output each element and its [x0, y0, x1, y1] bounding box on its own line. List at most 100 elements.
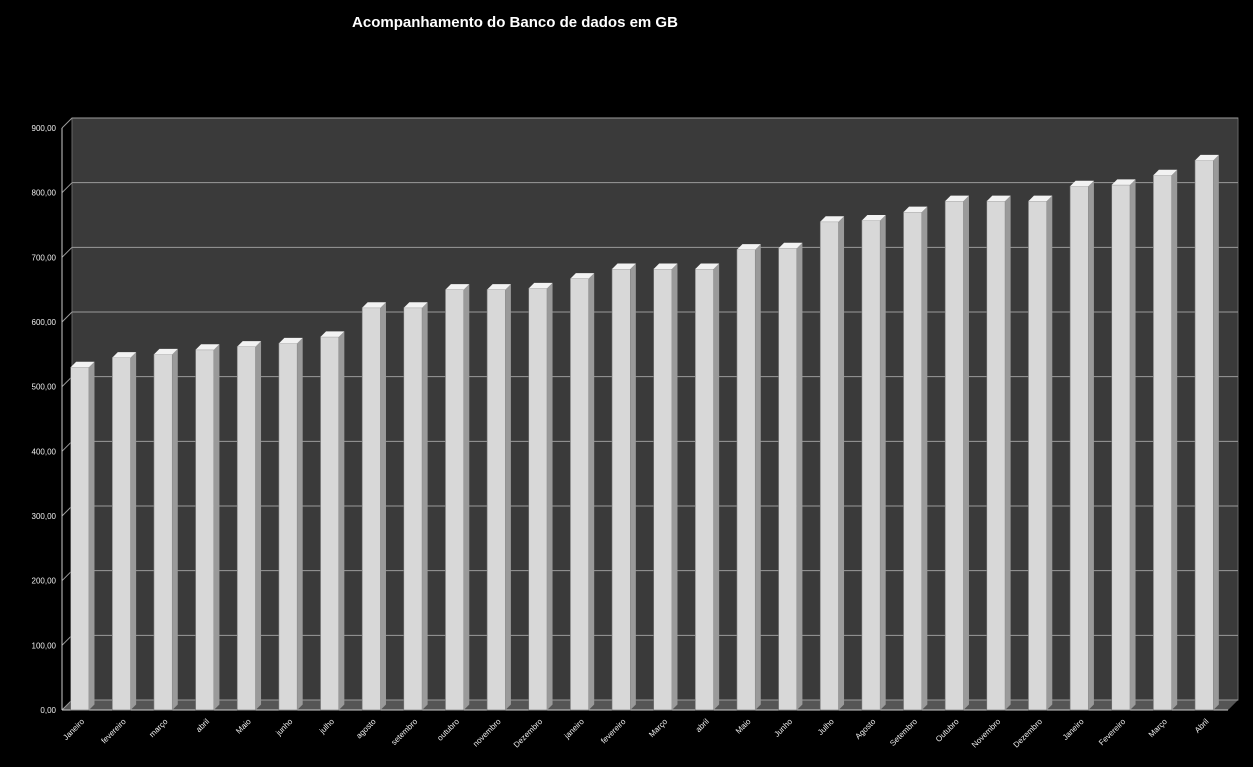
- bar: [903, 206, 928, 711]
- bar-side: [1213, 154, 1219, 711]
- bar-top: [112, 352, 137, 358]
- bar-top: [1153, 169, 1178, 176]
- x-tick-label: novembro: [471, 717, 503, 749]
- bar-side: [713, 263, 720, 710]
- bar-side: [380, 302, 386, 710]
- gridline-side: [61, 376, 73, 388]
- bar: [445, 284, 470, 711]
- bar-front: [445, 289, 465, 711]
- x-tick-label: Outubro: [934, 717, 961, 744]
- gridline-side: [61, 117, 73, 129]
- gridline-side: [61, 440, 73, 452]
- x-tick-label: Março: [1147, 717, 1169, 739]
- bar-side: [921, 206, 928, 711]
- bar-side: [463, 284, 470, 710]
- bar-side: [796, 242, 803, 710]
- bar-front: [861, 220, 881, 711]
- plot-floor: [62, 700, 1238, 710]
- gridline-side: [61, 246, 73, 258]
- x-tick-label: abril: [694, 717, 711, 734]
- x-tick-label: Novembro: [970, 717, 1003, 750]
- bar-top: [320, 331, 345, 337]
- bar-top: [1028, 195, 1053, 202]
- bar: [70, 361, 95, 711]
- bar-top: [695, 263, 720, 269]
- bar-top: [903, 206, 928, 213]
- bar-top: [612, 263, 636, 269]
- bar-front: [153, 354, 173, 711]
- bar-side: [422, 302, 428, 710]
- bar-side: [755, 244, 761, 710]
- x-tick-label: abril: [194, 717, 211, 734]
- x-tick-label: Abril: [1193, 717, 1211, 735]
- bar-front: [112, 357, 131, 711]
- y-tick-label: 0,00: [40, 706, 56, 715]
- bar: [986, 195, 1011, 711]
- gridline-side: [61, 505, 73, 517]
- bar-front: [944, 200, 964, 711]
- bar-top: [237, 341, 262, 347]
- bar-front: [320, 336, 340, 711]
- x-tick-label: janeiro: [562, 717, 586, 741]
- bar: [528, 282, 553, 711]
- y-tick-label: 800,00: [32, 189, 57, 198]
- gridline-side: [61, 699, 73, 711]
- bar-front: [195, 349, 215, 711]
- bar-side: [838, 216, 845, 710]
- y-tick-label: 700,00: [32, 253, 57, 262]
- x-tick-label: julho: [317, 717, 336, 736]
- x-tick-label: agosto: [354, 717, 378, 741]
- bar-front: [528, 288, 548, 711]
- x-tick-label: Janeiro: [61, 717, 86, 742]
- bar: [278, 337, 303, 711]
- bar-top: [736, 244, 761, 250]
- bar: [1111, 179, 1136, 711]
- bar-front: [1028, 200, 1048, 711]
- bar-top: [653, 263, 678, 269]
- bar-side: [1046, 195, 1053, 710]
- bar: [236, 341, 262, 711]
- chart-title: Acompanhamento do Banco de dados em GB: [352, 14, 678, 31]
- bar-top: [945, 195, 969, 202]
- bar-front: [1153, 174, 1172, 711]
- y-tick-label: 600,00: [32, 318, 57, 327]
- bar-top: [278, 337, 303, 344]
- x-tick-label: Maio: [734, 717, 753, 736]
- bar-top: [153, 348, 178, 355]
- x-tick-label: Junho: [772, 717, 794, 739]
- bar: [1153, 169, 1178, 711]
- x-tick-label: outubro: [435, 717, 461, 743]
- bar-side: [1171, 169, 1178, 710]
- bar: [1069, 180, 1094, 711]
- bar-front: [278, 343, 298, 711]
- x-tick-label: fevereiro: [100, 717, 129, 746]
- y-tick-label: 400,00: [32, 447, 57, 456]
- bar-front: [611, 268, 631, 711]
- x-tick-label: Dezembro: [512, 717, 545, 750]
- bar-side: [505, 284, 511, 710]
- bar-top: [528, 282, 553, 289]
- gridline-side: [61, 634, 73, 646]
- x-tick-label: março: [147, 717, 169, 739]
- bar-top: [445, 284, 470, 290]
- bar: [819, 216, 845, 711]
- bar-top: [778, 242, 803, 249]
- bar-top: [403, 302, 428, 308]
- x-tick-label: Julho: [816, 717, 836, 737]
- bar-top: [487, 284, 511, 290]
- bar: [320, 331, 345, 711]
- x-tick-label: setembro: [389, 717, 419, 747]
- bar: [778, 242, 803, 711]
- bar-front: [236, 346, 256, 711]
- bar-front: [70, 366, 90, 711]
- bar: [1194, 154, 1219, 711]
- bar: [736, 244, 761, 711]
- bar: [611, 263, 636, 711]
- bar-front: [695, 268, 714, 711]
- y-tick-label: 900,00: [32, 124, 57, 133]
- bar: [570, 273, 595, 711]
- bar-top: [861, 214, 886, 221]
- bar-front: [361, 307, 381, 711]
- bar: [112, 352, 137, 711]
- bar-front: [486, 289, 506, 711]
